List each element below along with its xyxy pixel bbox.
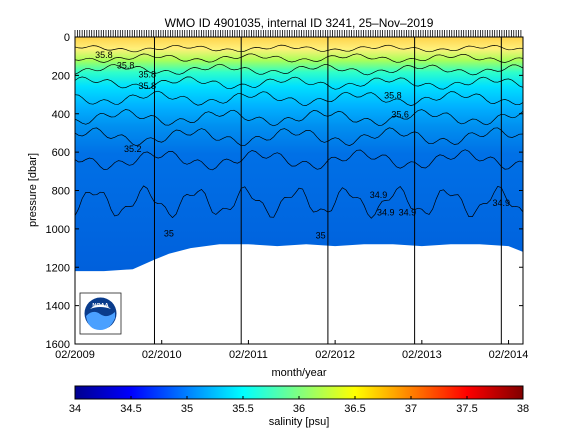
colorbar-label: salinity [psu] xyxy=(269,416,330,428)
contour-label: 35.6 xyxy=(391,110,409,120)
vertical-markers xyxy=(153,37,502,344)
plot-area: 35.835.835.835.835.835.635.234.934.9 34.9… xyxy=(75,37,523,344)
y-tick-label: 1600 xyxy=(46,339,70,351)
colorbar-tick-label: 37.5 xyxy=(456,403,477,415)
colorbar-tick-label: 34.5 xyxy=(120,403,141,415)
isohaline-line xyxy=(75,149,523,171)
x-tick-label: 02/2012 xyxy=(315,349,355,361)
y-tick-label: 0 xyxy=(64,32,70,44)
y-tick-label: 400 xyxy=(52,109,70,121)
isohaline-line xyxy=(75,44,523,53)
contour-label: 34.9 xyxy=(377,207,395,217)
isohaline-line xyxy=(75,63,523,76)
isohaline-line xyxy=(75,127,523,147)
contour-label: 34.9 xyxy=(493,198,511,208)
contour-label-group: 35.835.835.835.835.835.635.234.934.9 34.9… xyxy=(95,50,510,240)
noaa-bird-icon xyxy=(90,304,111,309)
y-tick-label: 1000 xyxy=(46,224,70,236)
colorbar-tick-label: 36.5 xyxy=(344,403,365,415)
contour-label: 35 xyxy=(316,230,326,240)
contour-label: 35.8 xyxy=(117,61,135,71)
contour-label: 35 xyxy=(164,229,174,239)
contour-label: 35.2 xyxy=(124,144,142,154)
isohaline-line xyxy=(75,53,523,63)
noaa-wave-icon xyxy=(86,311,115,330)
y-tick-label: 200 xyxy=(52,70,70,82)
isohaline-line xyxy=(75,76,523,90)
contour-label: 35.8 xyxy=(95,50,113,60)
chart-title: WMO ID 4901035, internal ID 3241, 25–Nov… xyxy=(165,16,434,30)
contour-label: 35.8 xyxy=(384,90,402,100)
y-axis-ticks: 0 200 400 600 800 1000 1200 1400 1600 xyxy=(46,32,523,351)
colorbar-tick-label: 34 xyxy=(69,403,81,415)
y-tick-label: 800 xyxy=(52,186,70,198)
x-tick-label: 02/2009 xyxy=(55,349,95,361)
contour-label: 34.9 xyxy=(370,190,388,200)
contour-label: 35.8 xyxy=(138,81,156,91)
x-tick-label: 02/2014 xyxy=(489,349,529,361)
colorbar-tick-label: 38 xyxy=(517,403,529,415)
isohaline-contours xyxy=(75,44,523,219)
isohaline-line xyxy=(75,185,523,219)
colorbar-ticks: 34 34.5 35 35.5 36 36.5 37 37.5 38 xyxy=(69,396,529,415)
contour-label: 35.8 xyxy=(138,69,156,79)
y-tick-label: 1400 xyxy=(46,301,70,313)
x-axis-ticks: 02/2009 02/2010 02/2011 02/2012 02/2013 02/20… xyxy=(55,340,528,361)
contour-label: 34.9 xyxy=(399,207,417,217)
y-tick-label: 600 xyxy=(52,147,70,159)
colorbar-tick-label: 35 xyxy=(181,403,193,415)
x-tick-label: 02/2011 xyxy=(229,349,268,361)
salinity-field xyxy=(75,37,523,272)
colorbar-tick-label: 35.5 xyxy=(232,403,253,415)
y-axis-label: pressure [dbar] xyxy=(27,153,39,227)
profile-tick-marks xyxy=(74,30,522,37)
isohaline-line xyxy=(75,109,523,127)
isohaline-line xyxy=(75,90,523,106)
colorbar-tick-label: 37 xyxy=(405,403,417,415)
noaa-logo-text: NOAA xyxy=(92,303,108,309)
x-tick-label: 02/2013 xyxy=(402,349,442,361)
colorbar-tick-label: 36 xyxy=(293,403,305,415)
x-tick-label: 02/2010 xyxy=(142,349,182,361)
noaa-logo: NOAA xyxy=(79,292,122,335)
x-axis-label: month/year xyxy=(271,367,326,379)
y-tick-label: 1200 xyxy=(46,262,70,274)
